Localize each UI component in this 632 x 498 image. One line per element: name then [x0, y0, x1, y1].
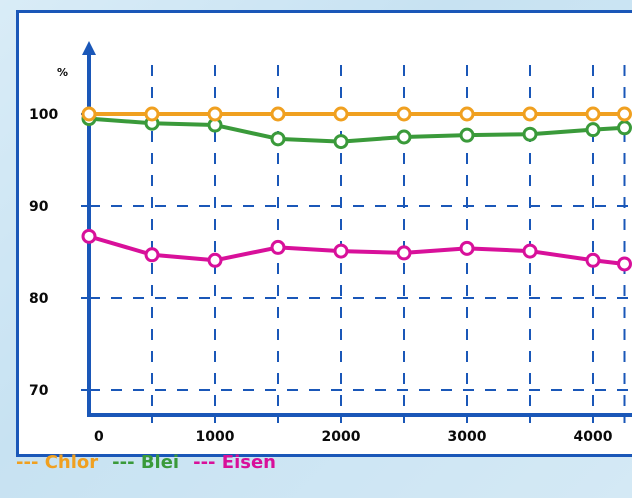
legend-dash: ---: [16, 452, 45, 473]
legend-entry-eisen: --- Eisen: [193, 452, 276, 473]
data-point-blei: [617, 120, 632, 136]
data-point-blei: [459, 127, 475, 143]
legend-entry-chlor: --- Chlor: [16, 452, 98, 473]
data-point-chlor: [81, 106, 97, 122]
data-point-blei: [270, 131, 286, 147]
data-point-blei: [522, 126, 538, 142]
data-point-eisen: [144, 247, 160, 263]
data-point-chlor: [459, 106, 475, 122]
x-tick-label: 1000: [196, 429, 235, 445]
data-point-chlor: [270, 106, 286, 122]
chart-frame: 70 80 90 100% 0 1000 2000 3000 4000: [16, 10, 632, 457]
data-point-blei: [333, 134, 349, 150]
legend-label: Blei: [140, 452, 180, 473]
data-point-blei: [585, 122, 601, 138]
data-point-eisen: [617, 256, 632, 272]
x-tick-label: 3000: [448, 429, 487, 445]
y-tick-label: 90: [29, 199, 49, 215]
data-point-eisen: [396, 245, 412, 261]
data-point-eisen: [207, 252, 223, 268]
data-point-eisen: [81, 228, 97, 244]
data-point-chlor: [585, 106, 601, 122]
data-point-chlor: [207, 106, 223, 122]
legend: --- Chlor --- Blei --- Eisen: [16, 453, 632, 497]
data-point-eisen: [270, 239, 286, 255]
tick-labels: 70 80 90 100% 0 1000 2000 3000 4000: [29, 66, 613, 445]
grid-lines: [89, 65, 632, 415]
data-point-chlor: [144, 106, 160, 122]
legend-entry-blei: --- Blei: [112, 452, 179, 473]
y-axis-arrow-icon: [82, 41, 96, 55]
y-tick-label: 80: [29, 291, 49, 307]
legend-dash: ---: [193, 452, 222, 473]
data-point-eisen: [459, 240, 475, 256]
data-point-chlor: [617, 106, 632, 122]
data-point-chlor: [333, 106, 349, 122]
legend-label: Chlor: [44, 452, 99, 473]
x-tick-label: 4000: [574, 429, 613, 445]
legend-label: Eisen: [221, 452, 276, 473]
data-point-chlor: [522, 106, 538, 122]
data-point-eisen: [585, 252, 601, 268]
series-line-blei: [88, 116, 625, 144]
data-point-eisen: [522, 243, 538, 259]
y-tick-label: 100: [29, 107, 58, 123]
line-chart: 70 80 90 100% 0 1000 2000 3000 4000: [29, 41, 632, 445]
x-tick-label: 0: [94, 429, 104, 445]
legend-dash: ---: [112, 452, 141, 473]
axes: [81, 41, 632, 423]
data-point-chlor: [396, 106, 412, 122]
data-point-eisen: [333, 243, 349, 259]
y-axis-unit-label: %: [57, 66, 68, 79]
series-layer: [81, 106, 632, 272]
y-tick-label: 70: [29, 383, 49, 399]
data-point-blei: [396, 129, 412, 145]
series-line-eisen: [88, 234, 625, 266]
x-tick-label: 2000: [322, 429, 361, 445]
